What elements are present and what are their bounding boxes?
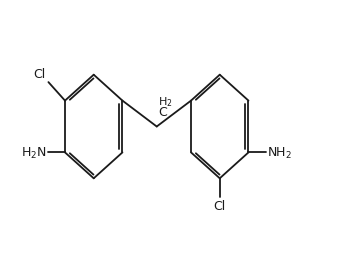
Text: H$_2$: H$_2$ [158, 95, 173, 108]
Text: H$_2$N: H$_2$N [20, 145, 46, 160]
Text: C: C [158, 105, 167, 118]
Text: Cl: Cl [34, 67, 46, 80]
Text: Cl: Cl [214, 199, 226, 212]
Text: NH$_2$: NH$_2$ [267, 145, 292, 160]
